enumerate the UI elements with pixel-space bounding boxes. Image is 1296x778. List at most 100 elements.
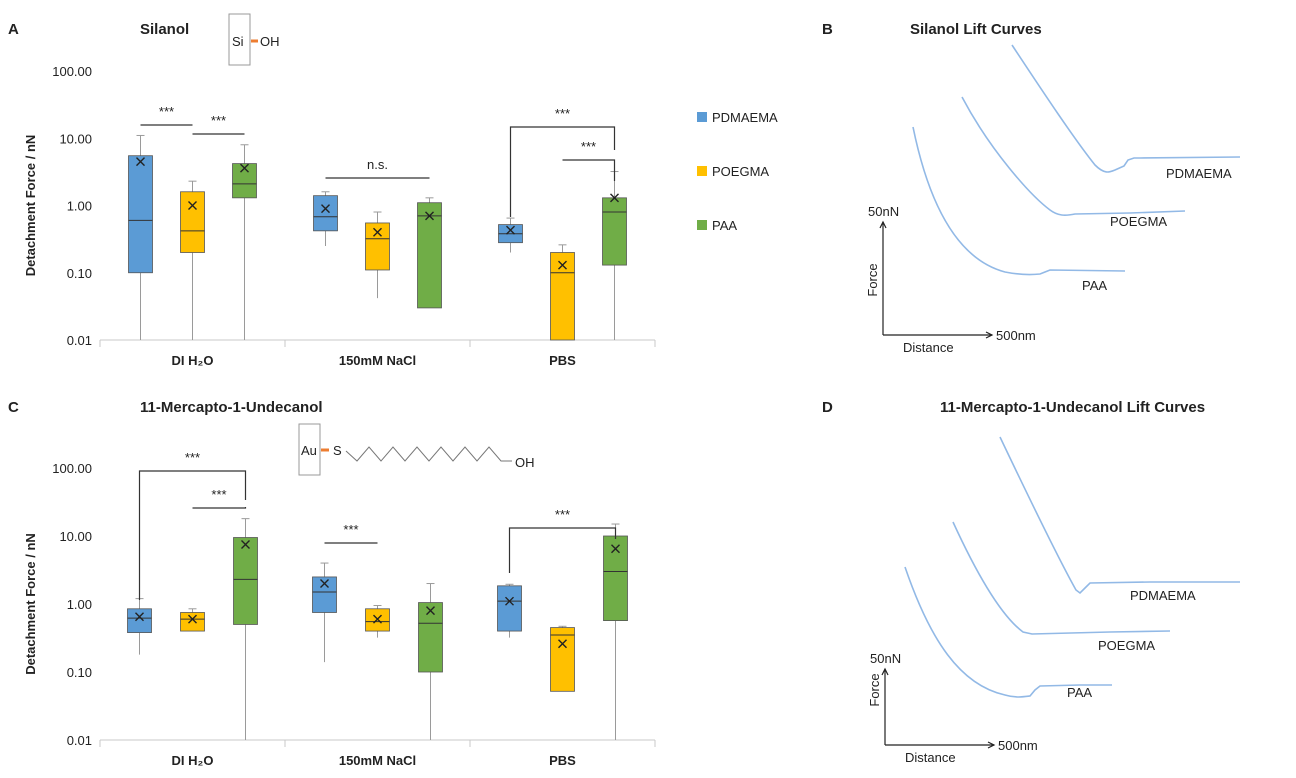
force-axis-label: Force bbox=[865, 263, 880, 296]
lift-curves-silanol: PDMAEMA POEGMA PAA 50nN 500nm Force Distance bbox=[865, 44, 1241, 355]
lift-curve-pdmaema bbox=[1011, 44, 1241, 173]
y-tick-label: 0.01 bbox=[67, 733, 92, 748]
panel-letter-d: D bbox=[822, 399, 833, 416]
x-category-label: PBS bbox=[549, 753, 576, 768]
y-tick-label: 0.10 bbox=[67, 266, 92, 281]
significance-label: *** bbox=[211, 113, 226, 128]
significance-label: *** bbox=[211, 487, 226, 502]
significance-label: n.s. bbox=[367, 157, 388, 172]
mean-marker-poegma bbox=[558, 260, 567, 270]
significance-label: *** bbox=[555, 106, 570, 121]
y-tick-label: 100.00 bbox=[52, 461, 92, 476]
box-pdmaema bbox=[313, 195, 338, 232]
box-pdmaema bbox=[312, 576, 337, 613]
legend: PDMAEMA POEGMA PAA bbox=[697, 110, 778, 233]
curve-label-pdmaema: PDMAEMA bbox=[1130, 588, 1196, 603]
distance-axis-label: Distance bbox=[905, 750, 956, 765]
lift-curve-paa bbox=[904, 566, 1112, 698]
surface-box bbox=[228, 13, 251, 66]
box-paa bbox=[233, 537, 258, 625]
box-pdmaema bbox=[127, 608, 152, 633]
legend-swatch-poegma bbox=[697, 166, 707, 176]
significance-label: *** bbox=[185, 450, 200, 465]
mean-marker-paa bbox=[610, 193, 619, 203]
box-poegma bbox=[180, 191, 205, 253]
distance-axis-label: Distance bbox=[903, 340, 954, 355]
mean-marker-pdmaema bbox=[505, 596, 514, 606]
box-paa bbox=[418, 602, 443, 673]
panel-letter-a: A bbox=[8, 21, 19, 38]
mean-marker-poegma bbox=[373, 614, 382, 624]
y-tick-label: 0.10 bbox=[67, 665, 92, 680]
x-category-label: PBS bbox=[549, 353, 576, 368]
significance-label: *** bbox=[159, 104, 174, 119]
panel-a-title: Silanol bbox=[140, 21, 189, 38]
boxplot-silanol: 100.00 10.00 1.00 0.10 0.01 Detachment Force … bbox=[23, 64, 656, 368]
force-scale-label: 50nN bbox=[868, 204, 899, 219]
mercapto-link-label: S bbox=[333, 443, 342, 458]
y-axis-label: Detachment Force / nN bbox=[23, 533, 38, 675]
curve-label-paa: PAA bbox=[1067, 685, 1092, 700]
box-paa bbox=[417, 202, 442, 309]
silanol-molecule-diagram: Si OH bbox=[228, 13, 280, 66]
mean-marker-pdmaema bbox=[321, 204, 330, 214]
significance-bracket bbox=[138, 470, 247, 600]
box-poegma bbox=[550, 627, 575, 692]
box-paa bbox=[232, 163, 257, 199]
x-category-label: 150mM NaCl bbox=[339, 753, 416, 768]
mean-marker-paa bbox=[611, 544, 620, 554]
y-tick-label: 10.00 bbox=[59, 529, 92, 544]
curve-label-paa: PAA bbox=[1082, 278, 1107, 293]
mean-marker-poegma bbox=[558, 639, 567, 649]
alkyl-chain bbox=[345, 446, 512, 462]
mean-marker-paa bbox=[240, 163, 249, 173]
curve-label-poegma: POEGMA bbox=[1098, 638, 1155, 653]
x-category-label: DI H₂O bbox=[172, 753, 214, 768]
significance-bracket bbox=[508, 527, 617, 573]
y-tick-label: 10.00 bbox=[59, 131, 92, 146]
box-poegma bbox=[365, 222, 390, 271]
box-paa bbox=[602, 197, 627, 266]
curve-label-pdmaema: PDMAEMA bbox=[1166, 166, 1232, 181]
significance-bracket bbox=[192, 507, 247, 509]
significance-bracket bbox=[509, 126, 616, 217]
mean-marker-pdmaema bbox=[136, 157, 145, 167]
y-tick-label: 1.00 bbox=[67, 199, 92, 214]
panel-letter-b: B bbox=[822, 21, 833, 38]
panel-b-title: Silanol Lift Curves bbox=[910, 21, 1042, 38]
significance-bracket bbox=[562, 159, 616, 181]
surface-box bbox=[298, 423, 321, 476]
legend-label-paa: PAA bbox=[712, 218, 737, 233]
distance-scale-label: 500nm bbox=[998, 738, 1038, 753]
box-pdmaema bbox=[128, 155, 153, 274]
significance-label: *** bbox=[343, 522, 358, 537]
distance-axis-arrow bbox=[985, 331, 994, 339]
legend-swatch-pdmaema bbox=[697, 112, 707, 122]
y-tick-label: 1.00 bbox=[67, 597, 92, 612]
legend-swatch-paa bbox=[697, 220, 707, 230]
lift-curve-poegma bbox=[961, 96, 1186, 216]
mercapto-molecule-diagram: Au S OH bbox=[298, 423, 535, 476]
force-scale-label: 50nN bbox=[870, 651, 901, 666]
lift-curve-paa bbox=[912, 126, 1126, 276]
panel-d-title: 11-Mercapto-1-Undecanol Lift Curves bbox=[940, 399, 1205, 416]
significance-label: *** bbox=[581, 139, 596, 154]
box-poegma bbox=[180, 612, 205, 632]
box-pdmaema bbox=[497, 585, 522, 632]
lift-curve-poegma bbox=[952, 521, 1171, 635]
y-axis-label: Detachment Force / nN bbox=[23, 135, 38, 277]
mean-marker-poegma bbox=[188, 201, 197, 210]
mean-marker-paa bbox=[241, 540, 250, 549]
legend-label-poegma: POEGMA bbox=[712, 164, 769, 179]
silanol-atom-label: Si bbox=[232, 34, 244, 49]
mean-marker-paa bbox=[425, 211, 434, 221]
force-axis-label: Force bbox=[867, 673, 882, 706]
mercapto-group-label: OH bbox=[515, 455, 535, 470]
mean-marker-poegma bbox=[188, 614, 197, 624]
y-tick-label: 0.01 bbox=[67, 333, 92, 348]
force-axis-arrow bbox=[879, 220, 887, 229]
panel-c-title: 11-Mercapto-1-Undecanol bbox=[140, 399, 323, 416]
mean-marker-pdmaema bbox=[320, 579, 329, 589]
box-poegma bbox=[550, 252, 575, 341]
